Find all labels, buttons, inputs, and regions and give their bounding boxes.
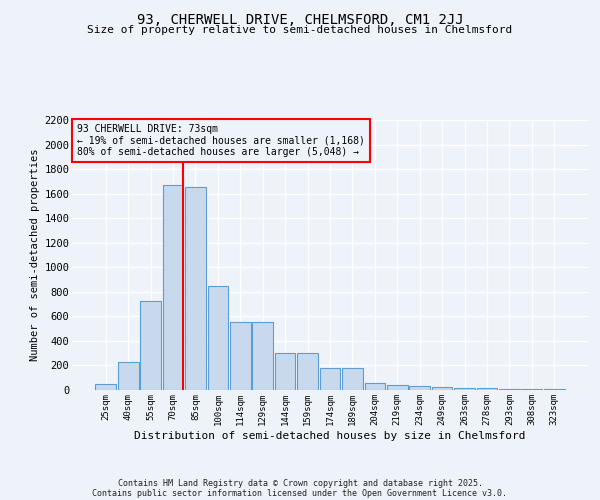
Bar	[163, 185, 184, 390]
Text: Contains public sector information licensed under the Open Government Licence v3: Contains public sector information licen…	[92, 488, 508, 498]
Bar	[365, 382, 385, 390]
Bar	[275, 353, 295, 390]
Bar	[140, 301, 161, 390]
X-axis label: Distribution of semi-detached houses by size in Chelmsford: Distribution of semi-detached houses by …	[134, 430, 526, 440]
Bar	[476, 388, 497, 390]
Bar	[230, 322, 251, 390]
Bar	[432, 387, 452, 390]
Text: Contains HM Land Registry data © Crown copyright and database right 2025.: Contains HM Land Registry data © Crown c…	[118, 478, 482, 488]
Text: 93, CHERWELL DRIVE, CHELMSFORD, CM1 2JJ: 93, CHERWELL DRIVE, CHELMSFORD, CM1 2JJ	[137, 12, 463, 26]
Bar	[208, 286, 228, 390]
Bar	[118, 362, 139, 390]
Y-axis label: Number of semi-detached properties: Number of semi-detached properties	[30, 149, 40, 361]
Bar	[454, 388, 475, 390]
Bar	[95, 384, 116, 390]
Bar	[185, 187, 206, 390]
Bar	[387, 385, 407, 390]
Bar	[297, 353, 318, 390]
Bar	[342, 368, 363, 390]
Bar	[409, 386, 430, 390]
Text: 93 CHERWELL DRIVE: 73sqm
← 19% of semi-detached houses are smaller (1,168)
80% o: 93 CHERWELL DRIVE: 73sqm ← 19% of semi-d…	[77, 124, 365, 157]
Text: Size of property relative to semi-detached houses in Chelmsford: Size of property relative to semi-detach…	[88, 25, 512, 35]
Bar	[320, 368, 340, 390]
Bar	[253, 322, 273, 390]
Bar	[499, 389, 520, 390]
